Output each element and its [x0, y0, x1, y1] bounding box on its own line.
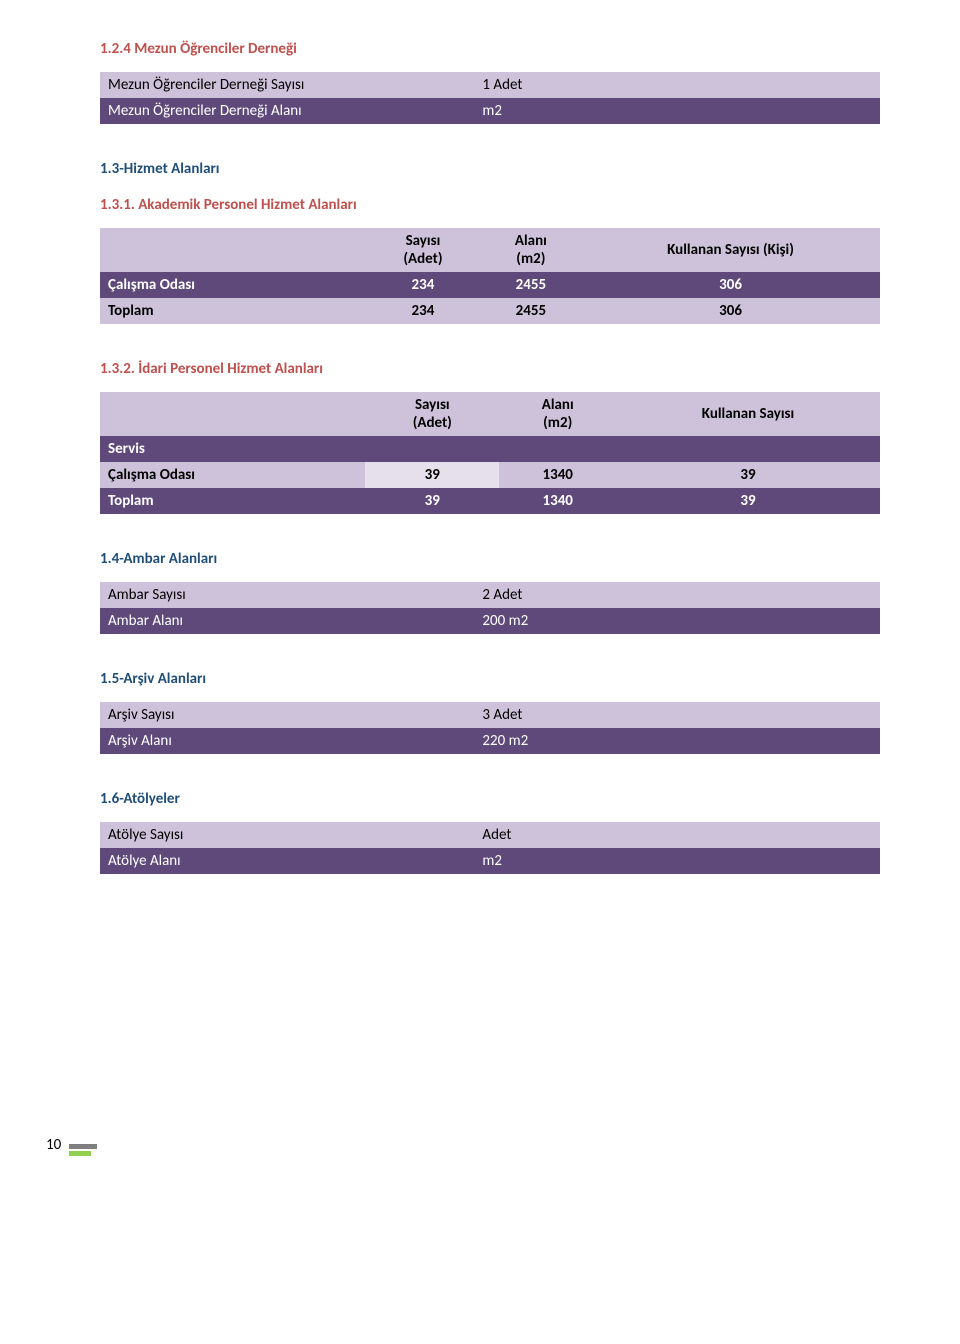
page-number: 10 — [40, 1134, 67, 1156]
cell: 1340 — [499, 462, 616, 488]
row-value: 2 Adet — [474, 582, 880, 608]
cell: 2455 — [481, 298, 581, 324]
th-text: Sayısı (Adet) — [413, 396, 452, 432]
cell: 39 — [365, 488, 499, 514]
table-row: Arşiv Sayısı 3 Adet — [100, 702, 880, 728]
section-1-3-1: 1.3.1. Akademik Personel Hizmet Alanları… — [100, 196, 880, 324]
section-title: 1.6-Atölyeler — [100, 790, 880, 808]
row-label: Ambar Alanı — [100, 608, 474, 634]
section-title: 1.3-Hizmet Alanları — [100, 160, 880, 178]
section-1-6: 1.6-Atölyeler Atölye Sayısı Adet Atölye … — [100, 790, 880, 874]
row-label: Çalışma Odası — [100, 462, 365, 488]
kv-table: Atölye Sayısı Adet Atölye Alanı m2 — [100, 822, 880, 874]
row-label: Atölye Sayısı — [100, 822, 474, 848]
table-row: Toplam 39 1340 39 — [100, 488, 880, 514]
table-header-row: Sayısı (Adet) Alanı (m2) Kullanan Sayısı — [100, 392, 880, 436]
th-text: Alanı (m2) — [542, 396, 574, 432]
row-value: 200 m2 — [474, 608, 880, 634]
row-value: 220 m2 — [474, 728, 880, 754]
th-alani: Alanı (m2) — [499, 392, 616, 436]
kv-table: Arşiv Sayısı 3 Adet Arşiv Alanı 220 m2 — [100, 702, 880, 754]
cell: 234 — [365, 272, 480, 298]
row-value: Adet — [474, 822, 880, 848]
section-1-3-2: 1.3.2. İdari Personel Hizmet Alanları Sa… — [100, 360, 880, 514]
row-label: Toplam — [100, 488, 365, 514]
cell — [499, 436, 616, 462]
kv-table: Ambar Sayısı 2 Adet Ambar Alanı 200 m2 — [100, 582, 880, 634]
th-sayisi: Sayısı (Adet) — [365, 228, 480, 272]
section-title: 1.5-Arşiv Alanları — [100, 670, 880, 688]
row-label: Atölye Alanı — [100, 848, 474, 874]
row-label: Arşiv Sayısı — [100, 702, 474, 728]
cell: 2455 — [481, 272, 581, 298]
section-title: 1.3.1. Akademik Personel Hizmet Alanları — [100, 196, 880, 214]
table-row: Ambar Alanı 200 m2 — [100, 608, 880, 634]
table-header-row: Sayısı (Adet) Alanı (m2) Kullanan Sayısı… — [100, 228, 880, 272]
row-label: Arşiv Alanı — [100, 728, 474, 754]
th-sayisi: Sayısı (Adet) — [365, 392, 499, 436]
table-row: Arşiv Alanı 220 m2 — [100, 728, 880, 754]
row-value: m2 — [474, 848, 880, 874]
th-blank — [100, 228, 365, 272]
cell: 39 — [365, 462, 499, 488]
table-row: Mezun Öğrenciler Derneği Sayısı 1 Adet — [100, 72, 880, 98]
section-1-4: 1.4-Ambar Alanları Ambar Sayısı 2 Adet A… — [100, 550, 880, 634]
th-blank — [100, 392, 365, 436]
section-title: 1.4-Ambar Alanları — [100, 550, 880, 568]
th-kullanan: Kullanan Sayısı (Kişi) — [581, 228, 880, 272]
row-label: Mezun Öğrenciler Derneği Alanı — [100, 98, 474, 124]
section-title: 1.2.4 Mezun Öğrenciler Derneği — [100, 40, 880, 58]
table-row: Mezun Öğrenciler Derneği Alanı m2 — [100, 98, 880, 124]
data-table: Sayısı (Adet) Alanı (m2) Kullanan Sayısı… — [100, 228, 880, 324]
row-label: Ambar Sayısı — [100, 582, 474, 608]
th-text: Kullanan Sayısı (Kişi) — [667, 241, 794, 259]
th-kullanan: Kullanan Sayısı — [616, 392, 880, 436]
th-text: Sayısı (Adet) — [403, 232, 442, 268]
row-label: Toplam — [100, 298, 365, 324]
table-row: Atölye Alanı m2 — [100, 848, 880, 874]
cell — [365, 436, 499, 462]
table-row: Çalışma Odası 39 1340 39 — [100, 462, 880, 488]
cell: 39 — [616, 462, 880, 488]
row-label: Çalışma Odası — [100, 272, 365, 298]
cell: 306 — [581, 298, 880, 324]
row-label: Mezun Öğrenciler Derneği Sayısı — [100, 72, 474, 98]
section-1-3: 1.3-Hizmet Alanları — [100, 160, 880, 178]
page-number-region: 10 — [40, 1134, 880, 1156]
th-text: Kullanan Sayısı — [702, 405, 794, 423]
section-1-2-4: 1.2.4 Mezun Öğrenciler Derneği Mezun Öğr… — [100, 40, 880, 124]
table-row: Toplam 234 2455 306 — [100, 298, 880, 324]
cell: 1340 — [499, 488, 616, 514]
cell: 306 — [581, 272, 880, 298]
th-alani: Alanı (m2) — [481, 228, 581, 272]
kv-table: Mezun Öğrenciler Derneği Sayısı 1 Adet M… — [100, 72, 880, 124]
bar-gray — [69, 1144, 97, 1149]
table-row: Servis — [100, 436, 880, 462]
section-1-5: 1.5-Arşiv Alanları Arşiv Sayısı 3 Adet A… — [100, 670, 880, 754]
bar-green — [69, 1151, 91, 1156]
row-value: m2 — [474, 98, 880, 124]
table-row: Atölye Sayısı Adet — [100, 822, 880, 848]
table-row: Çalışma Odası 234 2455 306 — [100, 272, 880, 298]
row-value: 1 Adet — [474, 72, 880, 98]
cell — [616, 436, 880, 462]
row-value: 3 Adet — [474, 702, 880, 728]
section-title: 1.3.2. İdari Personel Hizmet Alanları — [100, 360, 880, 378]
th-text: Alanı (m2) — [515, 232, 547, 268]
data-table: Sayısı (Adet) Alanı (m2) Kullanan Sayısı… — [100, 392, 880, 514]
cell: 234 — [365, 298, 480, 324]
cell: 39 — [616, 488, 880, 514]
page-number-decoration — [69, 1142, 97, 1156]
table-row: Ambar Sayısı 2 Adet — [100, 582, 880, 608]
row-label: Servis — [100, 436, 365, 462]
